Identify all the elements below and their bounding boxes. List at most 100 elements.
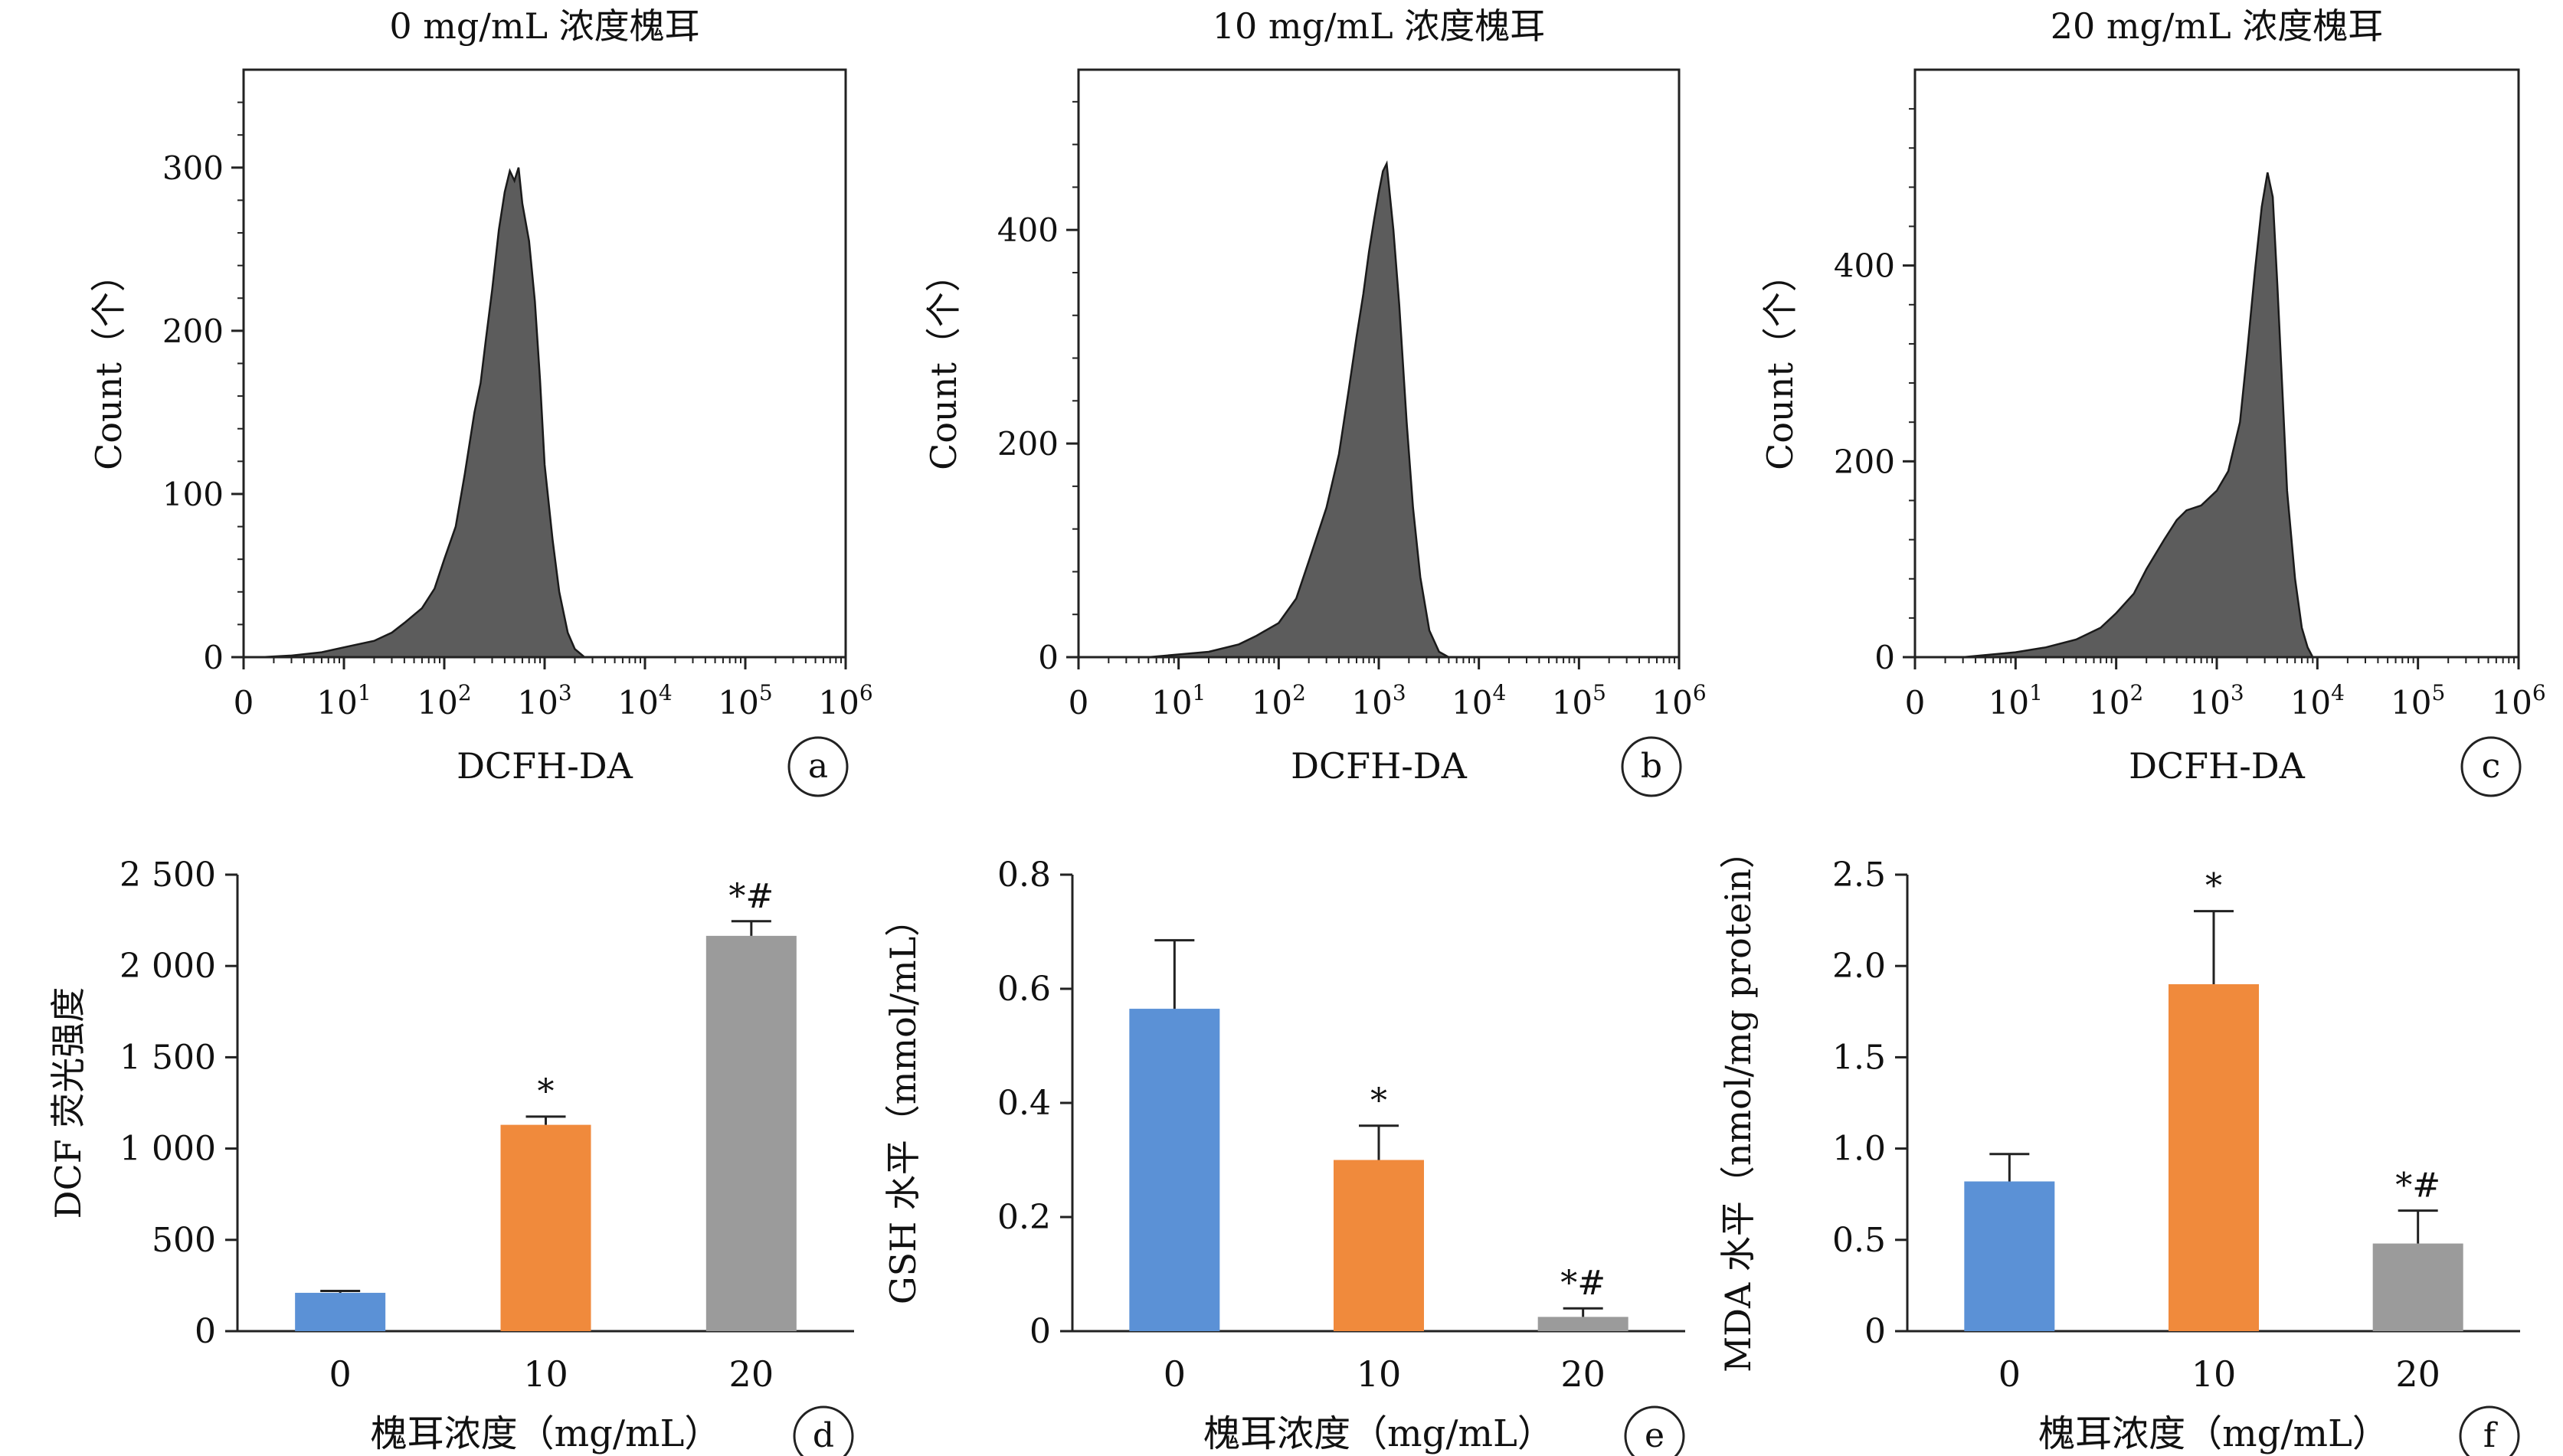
panel-title: 10 mg/mL 浓度槐耳 xyxy=(1213,5,1546,47)
y-axis-label: Count（个） xyxy=(923,257,964,470)
x-tick-label: 101 xyxy=(1151,680,1206,721)
y-axis-label: DCF 荧光强度 xyxy=(47,987,89,1219)
y-tick-label: 2.0 xyxy=(1832,947,1886,986)
x-tick-label: 20 xyxy=(2395,1353,2440,1395)
bar xyxy=(1964,1181,2055,1331)
significance-mark: *# xyxy=(728,877,774,916)
bar xyxy=(1537,1317,1628,1331)
x-tick-label: 103 xyxy=(517,680,571,721)
bar xyxy=(1129,1009,1220,1331)
bar xyxy=(1334,1160,1424,1331)
x-tick-label: 0 xyxy=(1998,1353,2021,1395)
y-tick-label: 400 xyxy=(1834,247,1895,285)
y-tick-label: 0 xyxy=(1874,639,1895,676)
y-tick-label: 0.6 xyxy=(997,970,1051,1009)
x-tick-label: 0 xyxy=(329,1353,352,1395)
y-tick-label: 200 xyxy=(162,312,224,350)
x-axis-label: DCFH-DA xyxy=(457,745,633,787)
panel-letter: d xyxy=(813,1416,834,1455)
bar xyxy=(295,1292,386,1331)
significance-mark: *# xyxy=(1560,1264,1606,1303)
x-tick-label: 105 xyxy=(718,680,772,721)
y-tick-label: 0 xyxy=(1038,639,1059,676)
panel-title: 20 mg/mL 浓度槐耳 xyxy=(2051,5,2384,47)
x-axis-label: DCFH-DA xyxy=(2129,745,2306,787)
x-axis-label: 槐耳浓度（mg/mL） xyxy=(1203,1412,1554,1455)
bar xyxy=(2169,984,2259,1331)
y-tick-label: 0 xyxy=(203,639,224,676)
x-tick-label: 0 xyxy=(234,684,254,721)
x-tick-label: 20 xyxy=(729,1353,774,1395)
panel-letter: a xyxy=(808,747,828,786)
y-tick-label: 0.5 xyxy=(1832,1221,1886,1260)
panel-letter-circle xyxy=(793,1405,854,1456)
x-axis-label: 槐耳浓度（mg/mL） xyxy=(2038,1412,2389,1455)
bar xyxy=(705,935,797,1331)
y-tick-label: 300 xyxy=(162,149,224,187)
x-tick-label: 0 xyxy=(1069,684,1089,721)
panel-letter-circle xyxy=(1624,1405,1685,1456)
histogram-area xyxy=(1962,172,2315,659)
x-tick-label: 102 xyxy=(417,680,471,721)
x-tick-label: 106 xyxy=(818,680,872,721)
y-axis-label: MDA 水平（nmol/mg protein） xyxy=(1717,833,1759,1373)
panel-letter: f xyxy=(2483,1416,2498,1455)
x-tick-label: 101 xyxy=(316,680,371,721)
panel-letter: c xyxy=(2482,747,2501,786)
panel-letter-circle xyxy=(787,736,849,797)
significance-mark: * xyxy=(2205,867,2222,906)
x-tick-label: 10 xyxy=(1357,1353,1402,1395)
y-tick-label: 400 xyxy=(997,211,1059,249)
histogram-panel-c: 20 mg/mL 浓度槐耳 0 200 400 0 101 102 103 104 105 106 D… xyxy=(1759,5,2546,797)
x-tick-label: 106 xyxy=(1651,680,1706,721)
panel-title: 0 mg/mL 浓度槐耳 xyxy=(389,5,699,47)
histogram-panel-a: 0 mg/mL 浓度槐耳 0 100 200 300 0 101 102 103 104 105 10… xyxy=(88,5,873,797)
y-tick-label: 500 xyxy=(152,1221,216,1260)
y-tick-label: 2 500 xyxy=(119,856,216,895)
panel-letter-circle xyxy=(1621,736,1682,797)
bar-panel-d: 0 500 1 000 1 500 2 000 2 500 0 * 10 *# 20槐耳浓度（mg/… xyxy=(47,856,854,1456)
x-tick-label: 10 xyxy=(2191,1353,2237,1395)
x-tick-label: 104 xyxy=(617,680,672,721)
panel-letter: e xyxy=(1645,1416,1664,1455)
y-tick-label: 0.4 xyxy=(997,1084,1051,1123)
x-axis-label: DCFH-DA xyxy=(1291,745,1468,787)
y-tick-label: 200 xyxy=(1834,443,1895,480)
y-tick-label: 1 500 xyxy=(119,1038,216,1077)
x-tick-label: 104 xyxy=(1452,680,1506,721)
bar xyxy=(2372,1243,2463,1331)
x-tick-label: 20 xyxy=(1560,1353,1606,1395)
histogram-area xyxy=(1148,160,1453,659)
significance-mark: * xyxy=(538,1072,555,1111)
x-tick-label: 10 xyxy=(523,1353,568,1395)
bar xyxy=(500,1124,591,1331)
panel-letter-circle xyxy=(2460,736,2522,797)
panel-letter-circle xyxy=(2459,1405,2520,1456)
panel-letter: b xyxy=(1641,747,1662,786)
y-axis-label: GSH 水平（mmol/mL） xyxy=(882,901,924,1304)
y-tick-label: 0 xyxy=(1029,1312,1051,1351)
y-tick-label: 100 xyxy=(162,476,224,513)
y-tick-label: 0.2 xyxy=(997,1198,1051,1237)
significance-mark: * xyxy=(1370,1081,1387,1121)
y-tick-label: 2.5 xyxy=(1832,856,1886,895)
significance-mark: *# xyxy=(2395,1166,2440,1206)
y-tick-label: 0.8 xyxy=(997,856,1051,895)
x-tick-label: 106 xyxy=(2491,680,2545,721)
y-tick-label: 1 000 xyxy=(119,1130,216,1169)
y-tick-label: 200 xyxy=(997,425,1059,463)
x-tick-label: 0 xyxy=(1164,1353,1186,1395)
x-tick-label: 103 xyxy=(2189,680,2244,721)
x-tick-label: 105 xyxy=(2391,680,2445,721)
histogram-area xyxy=(261,167,588,659)
y-tick-label: 1.0 xyxy=(1832,1130,1886,1169)
y-tick-label: 0 xyxy=(1864,1312,1886,1351)
x-tick-label: 103 xyxy=(1351,680,1406,721)
x-tick-label: 0 xyxy=(1905,684,1926,721)
x-tick-label: 101 xyxy=(1989,680,2043,721)
y-tick-label: 0 xyxy=(195,1312,216,1351)
x-tick-label: 105 xyxy=(1552,680,1606,721)
